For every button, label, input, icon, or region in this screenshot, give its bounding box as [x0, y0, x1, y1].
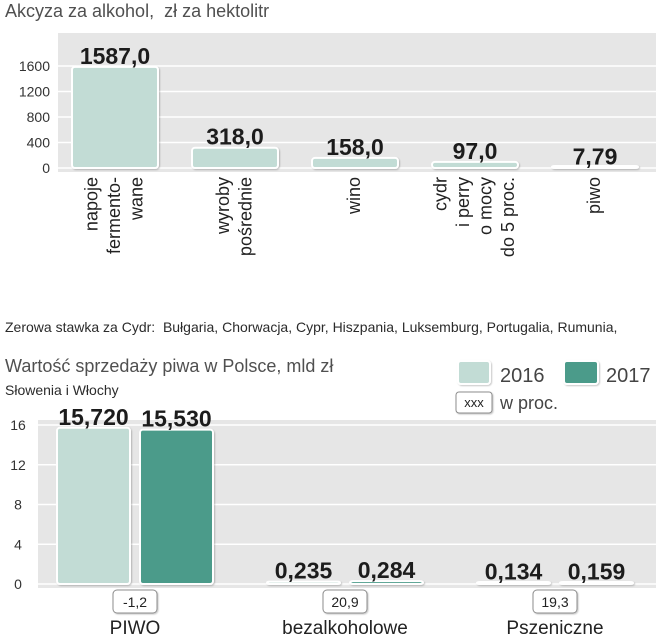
beer-sales-bar-chart: 0 4 8 12 16 15,720 15,530 -1,2 PIWO 0,235 0,28420,… [10, 404, 656, 639]
sales-legend: 2016 2017 xxx w proc. [455, 360, 651, 414]
sales-bar-value-label-2016: 0,235 [275, 558, 333, 584]
excise-category-label: napoje [82, 177, 102, 231]
excise-category-label: do 5 proc. [498, 177, 518, 257]
sales-bar-2017 [349, 580, 424, 585]
excise-category-label: o mocy [475, 177, 495, 235]
sales-bar-2016 [266, 580, 341, 585]
sales-bar-2017 [559, 581, 634, 585]
excise-bar-value-label: 318,0 [206, 124, 264, 150]
legend-swatch-2016 [457, 360, 491, 385]
excise-chart-title: Akcyza za alkohol, zł za hektolitr [5, 1, 270, 21]
excise-bar-value-label: 97,0 [453, 138, 498, 164]
sales-bar-value-label-2017: 15,530 [141, 406, 211, 432]
excise-category-label: wane [127, 177, 147, 221]
excise-category-label: i perry [453, 177, 473, 227]
excise-bar [431, 160, 519, 170]
excise-bar-chart: 0 400 800 1200 1600 1587,0 napoje fermento-wane… [19, 33, 656, 257]
sales-bar-2017 [139, 428, 214, 585]
sales-category-label: bezalkoholowe [282, 618, 408, 639]
sales-bar-value-label-2016: 15,720 [58, 404, 128, 430]
excise-category-label: wino [344, 177, 364, 215]
legend-swatch-2017 [563, 360, 599, 385]
legend-change-sample-box [455, 391, 493, 414]
change-percent-value: 20,9 [331, 594, 358, 610]
excise-bar-value-label: 1587,0 [80, 43, 150, 69]
cider-footnote: Zerowa stawka za Cydr: Bułgaria, Chorwac… [5, 275, 617, 443]
sales-bar-value-label-2016: 0,134 [485, 559, 543, 585]
excise-category-label: fermento- [104, 177, 124, 254]
change-percent-box [112, 589, 158, 614]
excise-y-tick-label: 800 [27, 109, 51, 125]
excise-category-label: pośrednie [235, 177, 255, 256]
excise-category-label: cydr [430, 177, 450, 211]
sales-category-label: Pszeniczne [506, 618, 603, 639]
sales-y-tick-label: 12 [10, 457, 26, 473]
sales-y-tick-label: 8 [14, 497, 22, 513]
excise-category-label: piwo [584, 177, 604, 214]
sales-y-tick-label: 4 [14, 536, 22, 552]
footnote-line: Słowenia i Włochy [5, 382, 119, 398]
excise-bar [311, 156, 399, 170]
sales-bar-2016 [56, 426, 131, 585]
legend-label-2016: 2016 [500, 365, 545, 387]
excise-category-label: wyroby [213, 177, 233, 235]
sales-bar-value-label-2017: 0,284 [358, 557, 416, 583]
legend-label-2017: 2017 [606, 365, 651, 387]
excise-y-tick-label: 1200 [19, 84, 50, 100]
excise-y-tick-label: 400 [27, 135, 51, 151]
footnote-line: Zerowa stawka za Cydr: Bułgaria, Chorwac… [5, 319, 618, 335]
excise-y-tick-label: 1600 [19, 58, 50, 74]
legend-change-sample-text: xxx [464, 395, 484, 410]
change-percent-value: 19,3 [541, 594, 568, 610]
sales-chart-title: Wartość sprzedaży piwa w Polsce, mld zł [5, 356, 334, 376]
sales-bar-value-label-2017: 0,159 [568, 558, 626, 584]
change-percent-box [322, 589, 368, 614]
sales-y-tick-label: 16 [10, 417, 26, 433]
sales-category-label: PIWO [110, 618, 161, 639]
sales-bar-2016 [476, 581, 551, 585]
excise-bar [71, 65, 159, 169]
excise-bar-value-label: 158,0 [326, 134, 384, 160]
legend-change-label: w proc. [499, 393, 558, 413]
change-percent-box [532, 589, 578, 614]
change-percent-value: -1,2 [123, 594, 147, 610]
excise-bar-value-label: 7,79 [573, 144, 618, 170]
sales-y-tick-label: 0 [14, 576, 22, 592]
excise-bar [191, 146, 279, 169]
excise-bar [551, 165, 639, 169]
excise-y-tick-label: 0 [42, 160, 50, 176]
